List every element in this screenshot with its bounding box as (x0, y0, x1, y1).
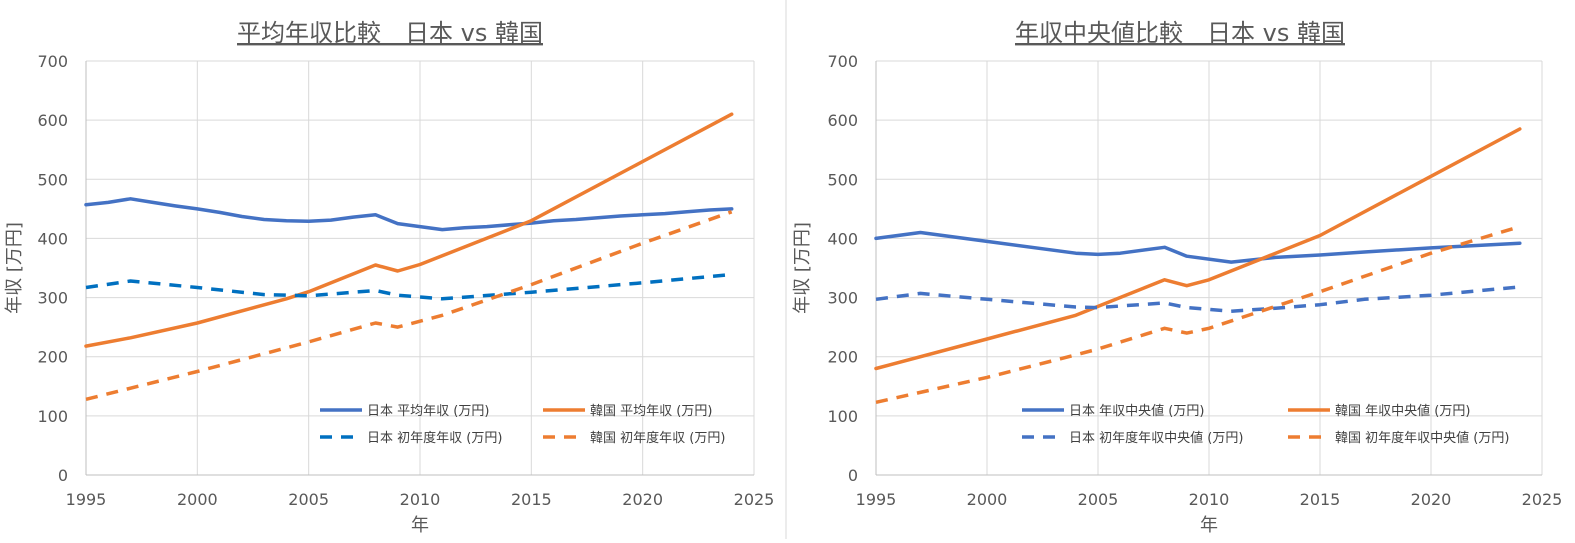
x-tick-label: 2025 (734, 490, 775, 509)
legend: 日本 平均年収 (万円) 韓国 平均年収 (万円) 日本 初年度年収 (万円) 韓国 … (320, 404, 725, 446)
y-tick-label: 400 (827, 229, 858, 248)
legend-label: 韓国 年収中央値 (万円) (1335, 403, 1470, 419)
x-tick-label: 1995 (856, 490, 897, 509)
chart-panel-1: 0 100 200 300 400 500 600 700 1995 2000 2005 2010 20… (4, 19, 774, 536)
chart-panel-2: 0 100 200 300 400 500 600 700 1995 2000 2005 2010 20… (792, 19, 1562, 536)
legend-label: 日本 初年度年収 (万円) (367, 430, 502, 446)
chart-title: 年収中央値比較 日本 vs 韓国 (1015, 19, 1345, 47)
legend-label: 日本 初年度年収中央値 (万円) (1069, 430, 1243, 446)
series-line-4 (875, 224, 1521, 405)
y-tick-label: 500 (37, 170, 68, 189)
x-tick-label: 2010 (1189, 490, 1230, 509)
y-tick-label: 700 (37, 52, 68, 71)
x-tick-label: 2015 (1300, 490, 1341, 509)
series-line-2 (84, 112, 734, 348)
x-axis-label: 年 (411, 515, 429, 536)
y-tick-label: 100 (827, 407, 858, 426)
legend: 日本 年収中央値 (万円) 韓国 年収中央値 (万円) 日本 初年度年収中央値 (万… (1022, 403, 1509, 446)
x-tick-label: 1995 (66, 490, 107, 509)
y-tick-label: 100 (37, 407, 68, 426)
y-tick-label: 0 (58, 466, 68, 485)
x-tick-label: 2015 (511, 490, 552, 509)
series-line-1 (84, 197, 734, 232)
legend-label: 日本 年収中央値 (万円) (1069, 403, 1204, 419)
legend-label: 日本 平均年収 (万円) (367, 404, 489, 419)
y-tick-label: 600 (827, 111, 858, 130)
y-tick-label: 200 (827, 348, 858, 367)
y-tick-label: 500 (827, 170, 858, 189)
y-tick-label: 300 (827, 289, 858, 308)
y-tick-label: 0 (848, 466, 858, 485)
legend-label: 韓国 初年度年収中央値 (万円) (1335, 430, 1509, 446)
x-tick-label: 2005 (1078, 490, 1119, 509)
y-tick-label: 200 (37, 348, 68, 367)
y-tick-label: 700 (827, 52, 858, 71)
chart-title: 平均年収比較 日本 vs 韓国 (237, 19, 543, 47)
x-tick-label: 2000 (177, 490, 218, 509)
series-line-1 (874, 230, 1522, 264)
x-tick-label: 2005 (288, 490, 329, 509)
y-axis-label: 年収 [万円] (4, 222, 25, 314)
x-axis-label: 年 (1200, 515, 1218, 536)
series-line-3 (875, 285, 1520, 313)
y-tick-label: 400 (37, 229, 68, 248)
legend-label: 韓国 初年度年収 (万円) (590, 430, 725, 446)
x-tick-label: 2025 (1522, 490, 1563, 509)
x-tick-label: 2000 (967, 490, 1008, 509)
series-line-2 (874, 127, 1522, 371)
y-tick-label: 600 (37, 111, 68, 130)
x-tick-label: 2020 (1411, 490, 1452, 509)
x-tick-label: 2010 (400, 490, 441, 509)
series-line-4 (85, 210, 733, 401)
y-axis-label: 年収 [万円] (792, 222, 813, 314)
series-line-3 (85, 272, 732, 301)
x-tick-label: 2020 (622, 490, 663, 509)
y-tick-label: 300 (37, 289, 68, 308)
legend-label: 韓国 平均年収 (万円) (590, 404, 712, 419)
